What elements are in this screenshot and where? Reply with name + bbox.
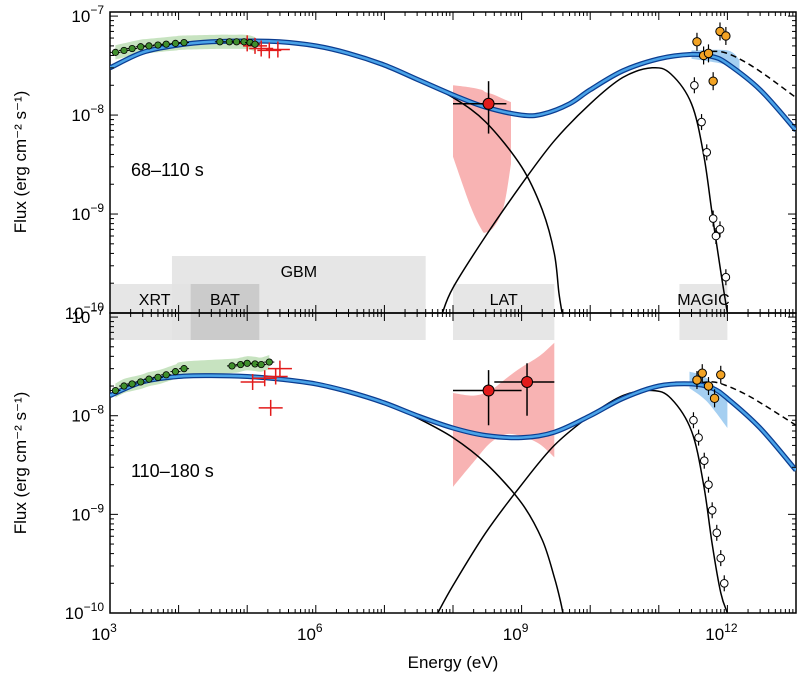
xrt-point bbox=[232, 38, 241, 46]
magic-intrinsic-point bbox=[703, 48, 714, 59]
xrt-point bbox=[120, 382, 128, 390]
magic-intrinsic-point bbox=[708, 76, 718, 86]
x-tick-label: 103 bbox=[91, 621, 117, 644]
magic-observed-point bbox=[704, 480, 713, 489]
magic-observed-point bbox=[702, 148, 712, 157]
xrt-point bbox=[216, 38, 224, 46]
band-bat bbox=[190, 284, 260, 340]
lat-point bbox=[521, 375, 534, 388]
panel-110-180s bbox=[110, 342, 796, 613]
gbm-point bbox=[240, 373, 265, 390]
xrt-point bbox=[171, 39, 180, 47]
xrt-point bbox=[171, 368, 180, 376]
xrt-point bbox=[251, 40, 259, 48]
x-tick-label: 106 bbox=[297, 621, 323, 644]
gbm-point bbox=[265, 41, 290, 58]
band-label-lat: LAT bbox=[490, 292, 518, 309]
xrt-point bbox=[180, 38, 188, 47]
lat-point bbox=[482, 97, 495, 110]
xrt-point bbox=[257, 360, 265, 369]
magic-intrinsic-point bbox=[692, 37, 702, 47]
magic-intrinsic-point bbox=[716, 370, 726, 380]
xrt-point bbox=[162, 371, 170, 379]
gbm-point bbox=[252, 370, 277, 387]
magic-observed-point bbox=[712, 528, 722, 538]
magic-observed-point bbox=[715, 225, 725, 234]
xrt-point bbox=[154, 41, 162, 49]
magic-observed-point bbox=[708, 214, 718, 223]
xrt-point bbox=[180, 365, 188, 373]
magic-intrinsic-point bbox=[721, 31, 731, 41]
band-lat bbox=[453, 284, 555, 340]
magic-observed-point bbox=[699, 456, 709, 465]
y-tick-label: 10−8 bbox=[71, 102, 104, 125]
panel-68-110s bbox=[110, 22, 796, 313]
xrt-point bbox=[145, 375, 153, 383]
lat-uncertainty-band bbox=[453, 85, 511, 233]
magic-intrinsic-point bbox=[709, 393, 720, 404]
xrt-point bbox=[154, 373, 162, 381]
xrt-point bbox=[240, 38, 248, 46]
y-tick-label: 10−8 bbox=[71, 403, 104, 426]
xrt-point bbox=[162, 40, 170, 48]
magic-observed-point bbox=[707, 505, 717, 515]
band-label-magic: MAGIC bbox=[677, 292, 729, 309]
y-tick-label: 10−10 bbox=[65, 300, 105, 323]
magic-observed-point bbox=[719, 579, 729, 588]
xrt-point bbox=[228, 362, 236, 370]
panel-label-top: 68–110 s bbox=[131, 160, 204, 180]
instrument-bands: XRT GBM BAT LAT MAGIC bbox=[110, 256, 730, 340]
magic-observed-point bbox=[721, 272, 731, 282]
xrt-point bbox=[120, 46, 128, 55]
y-tick-label: 10−7 bbox=[71, 304, 104, 327]
x-axis-label: Energy (eV) bbox=[408, 653, 499, 672]
y-tick-label: 10−10 bbox=[65, 600, 105, 623]
total-model-curve bbox=[110, 374, 796, 472]
magic-observed-point bbox=[716, 553, 726, 563]
magic-observed-point bbox=[689, 415, 698, 425]
xrt-point bbox=[243, 359, 251, 367]
band-label-bat: BAT bbox=[210, 292, 240, 309]
band-magic bbox=[679, 284, 728, 340]
gbm-point bbox=[267, 360, 292, 377]
x-tick-label: 109 bbox=[503, 621, 529, 644]
magic-observed-point bbox=[697, 117, 706, 127]
xrt-point bbox=[251, 360, 259, 368]
xrt-point bbox=[137, 378, 145, 386]
xrt-point bbox=[265, 358, 273, 366]
magic-intrinsic-point bbox=[697, 368, 707, 378]
y-tick-label: 10−9 bbox=[71, 201, 104, 224]
lat-uncertainty-band bbox=[453, 342, 555, 487]
magic-intrinsic-point bbox=[692, 375, 702, 385]
xrt-point bbox=[236, 360, 245, 369]
xrt-point bbox=[111, 386, 120, 395]
ic-observed-curve bbox=[441, 66, 729, 313]
x-tick-label: 1012 bbox=[705, 621, 738, 644]
band-label-gbm: GBM bbox=[281, 264, 317, 281]
y-tick-label: 10−7 bbox=[71, 3, 104, 26]
gbm-point bbox=[263, 368, 288, 385]
xrt-point bbox=[145, 42, 153, 50]
y-axis-label-top: Flux (erg cm⁻² s⁻¹) bbox=[11, 91, 30, 234]
panel-label-bottom: 110–180 s bbox=[131, 461, 214, 481]
xrt-point bbox=[128, 44, 136, 53]
xrt-point bbox=[111, 48, 120, 56]
y-tick-label: 10−9 bbox=[71, 501, 104, 524]
gbm-point bbox=[258, 399, 283, 416]
y-axis-label-bottom: Flux (erg cm⁻² s⁻¹) bbox=[11, 392, 30, 535]
magic-observed-point bbox=[694, 433, 703, 442]
magic-intrinsic-point bbox=[703, 381, 714, 391]
magic-observed-point bbox=[690, 80, 699, 90]
xrt-point bbox=[128, 380, 136, 388]
xrt-point bbox=[137, 43, 145, 51]
lat-point bbox=[482, 384, 495, 397]
band-label-xrt: XRT bbox=[139, 292, 171, 309]
